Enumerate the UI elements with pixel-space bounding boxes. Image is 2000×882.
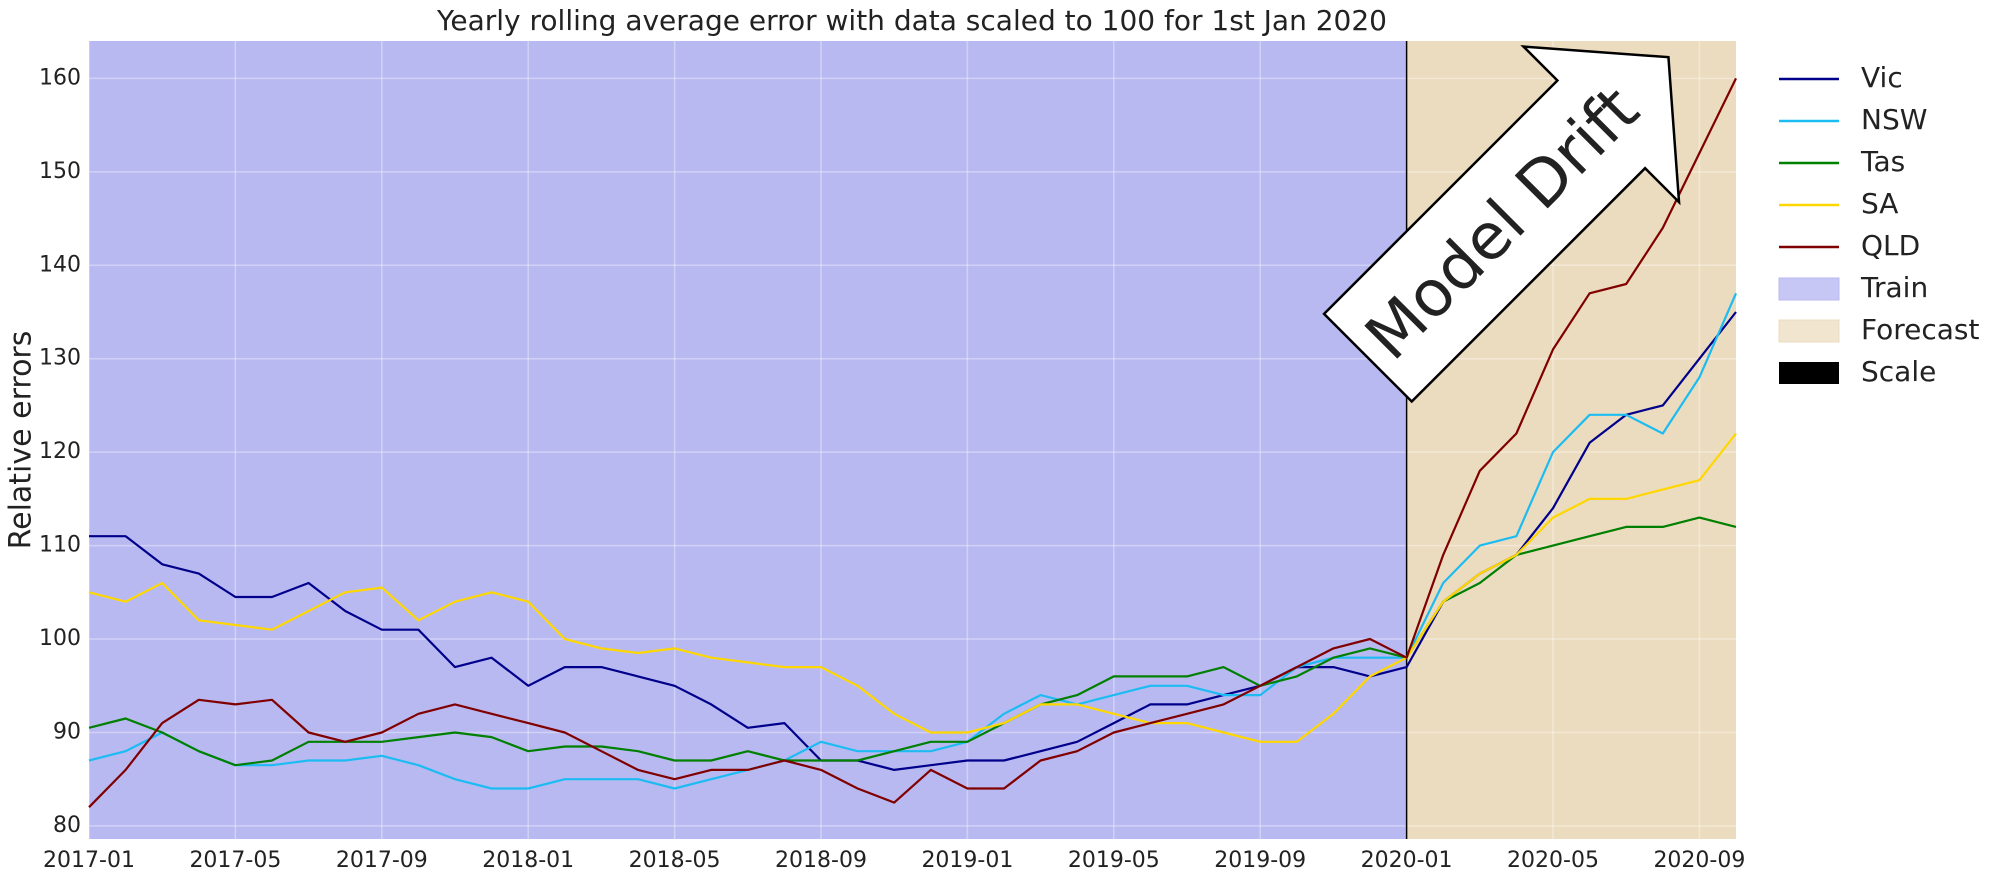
y-tick-label: 110 xyxy=(39,533,81,558)
legend-text: Train xyxy=(1860,271,1928,304)
legend-text: Scale xyxy=(1861,355,1936,388)
legend-text: Tas xyxy=(1860,145,1905,178)
x-tick-label: 2020-09 xyxy=(1653,848,1745,873)
x-tick-label: 2018-01 xyxy=(482,848,574,873)
x-tick-label: 2020-05 xyxy=(1507,848,1599,873)
y-axis-label: Relative errors xyxy=(4,331,39,550)
series-line xyxy=(88,77,1737,808)
series-line xyxy=(88,292,1738,790)
y-tick-label: 120 xyxy=(39,439,81,464)
x-tick-label: 2018-09 xyxy=(775,848,867,873)
x-tick-label: 2017-05 xyxy=(189,848,281,873)
series-line xyxy=(88,432,1737,743)
legend-text: Forecast xyxy=(1861,313,1980,346)
y-tick-label: 140 xyxy=(39,252,81,277)
x-tick-label: 2019-05 xyxy=(1068,848,1160,873)
legend-text: Vic xyxy=(1861,61,1903,94)
x-tick-label: 2017-09 xyxy=(336,848,428,873)
y-tick-label: 80 xyxy=(53,813,81,838)
x-tick-label: 2019-01 xyxy=(921,848,1013,873)
y-tick-label: 100 xyxy=(39,626,81,651)
legend-patch xyxy=(1778,319,1840,343)
y-tick-label: 150 xyxy=(39,159,81,184)
x-tick-label: 2020-01 xyxy=(1361,848,1453,873)
x-tick-label: 2018-05 xyxy=(629,848,721,873)
span-region xyxy=(89,41,1407,839)
annotation-arrow xyxy=(1322,45,1681,404)
x-tick-label: 2017-01 xyxy=(43,848,135,873)
y-tick-label: 160 xyxy=(39,65,81,90)
y-tick-label: 90 xyxy=(53,719,81,744)
legend-patch xyxy=(1778,277,1840,301)
legend-text: NSW xyxy=(1861,103,1927,136)
series-line xyxy=(88,516,1737,767)
legend-patch xyxy=(1779,362,1839,384)
x-tick-label: 2019-09 xyxy=(1214,848,1306,873)
chart-title: Yearly rolling average error with data s… xyxy=(436,4,1387,37)
legend-text: QLD xyxy=(1861,229,1920,262)
legend-text: SA xyxy=(1861,187,1898,220)
y-tick-label: 130 xyxy=(39,346,81,371)
